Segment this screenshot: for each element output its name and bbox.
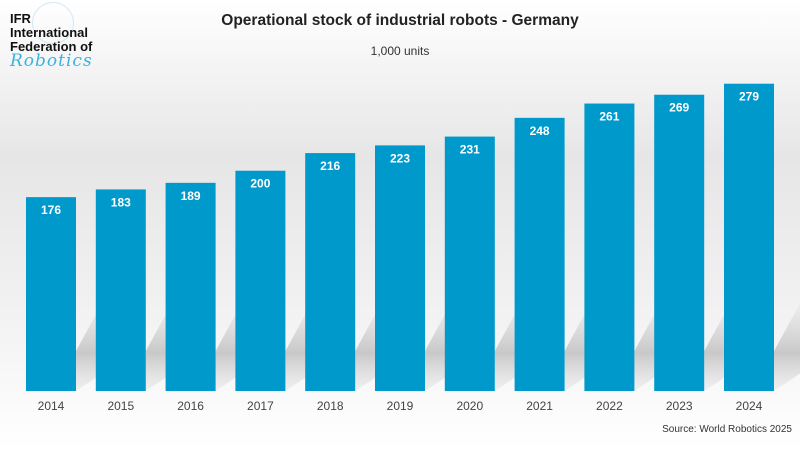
bar-2023: [654, 94, 705, 391]
data-label: 183: [111, 195, 131, 209]
logo-line-4: Robotics: [10, 51, 93, 71]
bar-2018: [305, 153, 356, 391]
data-label: 176: [41, 203, 61, 217]
bar-2016: [165, 182, 216, 391]
x-tick-label: 2024: [736, 399, 763, 413]
bar-2015: [95, 189, 146, 391]
data-label: 261: [599, 110, 619, 124]
bar-2024: [724, 83, 774, 392]
x-tick-label: 2016: [177, 399, 204, 413]
x-tick-label: 2019: [387, 399, 414, 413]
source-note: Source: World Robotics 2025: [662, 424, 792, 435]
chart-subtitle: 1,000 units: [370, 44, 430, 58]
data-label: 216: [320, 159, 340, 173]
bar-2014: [26, 197, 76, 391]
x-tick-label: 2021: [526, 399, 553, 413]
data-label: 231: [460, 143, 480, 157]
x-tick-label: 2022: [596, 399, 623, 413]
bar-shadow: [774, 303, 800, 391]
x-tick-label: 2018: [317, 399, 344, 413]
bar-2020: [444, 136, 495, 391]
x-tick-label: 2023: [666, 399, 693, 413]
x-tick-label: 2020: [456, 399, 483, 413]
x-tick-label: 2017: [247, 399, 274, 413]
globe-icon: [32, 2, 74, 44]
bar-2017: [235, 170, 286, 391]
x-tick-label: 2014: [38, 399, 65, 413]
data-label: 189: [181, 189, 201, 203]
data-label: 279: [739, 90, 759, 104]
logo-line-2: International: [10, 25, 89, 40]
logo-line-3: Federation of: [10, 39, 93, 54]
data-label: 200: [250, 177, 270, 191]
x-tick-label: 2015: [107, 399, 134, 413]
bar-2022: [584, 103, 635, 391]
data-label: 269: [669, 101, 689, 115]
data-label: 223: [390, 151, 410, 165]
bar-2021: [514, 117, 565, 391]
chart-title: Operational stock of industrial robots -…: [221, 12, 579, 29]
logo-line-1: IFR: [10, 11, 31, 26]
data-label: 248: [530, 124, 550, 138]
bar-2019: [375, 145, 425, 391]
